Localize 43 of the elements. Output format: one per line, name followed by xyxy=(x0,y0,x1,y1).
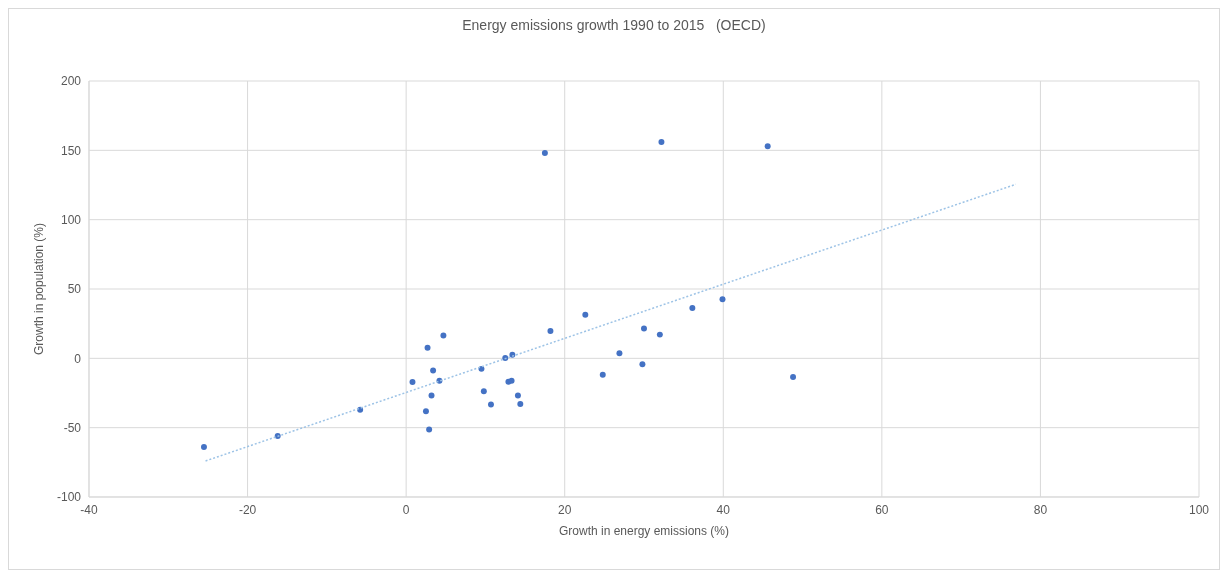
point xyxy=(656,331,663,338)
point xyxy=(274,433,281,439)
x-tick-label: 40 xyxy=(716,502,731,517)
point xyxy=(639,361,646,368)
point xyxy=(719,296,726,303)
x-tick-label: -40 xyxy=(80,502,98,517)
point xyxy=(616,350,623,357)
y-tick-label: 0 xyxy=(74,351,82,366)
point xyxy=(658,139,665,145)
x-tick-label: 100 xyxy=(1188,502,1210,517)
point xyxy=(641,325,647,332)
point xyxy=(480,388,487,395)
y-tick-label: 50 xyxy=(67,282,82,297)
point xyxy=(790,373,797,380)
point xyxy=(514,392,521,399)
point xyxy=(547,328,554,334)
x-tick-label: 60 xyxy=(875,502,889,517)
point xyxy=(517,400,524,407)
point xyxy=(487,401,494,408)
point xyxy=(764,143,771,150)
point xyxy=(426,426,433,433)
y-tick-label: -100 xyxy=(56,490,82,505)
x-tick-label: 80 xyxy=(1033,502,1048,517)
x-axis-title: Growth in energy emissions (%) xyxy=(558,524,730,538)
y-tick-label: 100 xyxy=(60,212,82,227)
y-tick-label: -50 xyxy=(63,420,82,435)
point xyxy=(409,379,416,386)
point xyxy=(430,367,437,374)
x-tick-label: -20 xyxy=(238,502,257,517)
point xyxy=(200,444,207,451)
x-tick-label: 0 xyxy=(402,502,410,517)
x-tick-label: 20 xyxy=(558,502,572,517)
point xyxy=(582,311,589,318)
point xyxy=(599,371,606,378)
point xyxy=(440,332,447,339)
point xyxy=(422,408,429,415)
point xyxy=(689,305,696,311)
y-axis-title: Growth in population (%) xyxy=(32,222,47,356)
point xyxy=(424,344,431,351)
y-tick-label: 200 xyxy=(60,74,82,89)
point xyxy=(541,150,548,157)
y-tick-label: 150 xyxy=(60,143,82,158)
chart-title: Energy emissions growth 1990 to 2015 (OECD) xyxy=(461,17,767,33)
